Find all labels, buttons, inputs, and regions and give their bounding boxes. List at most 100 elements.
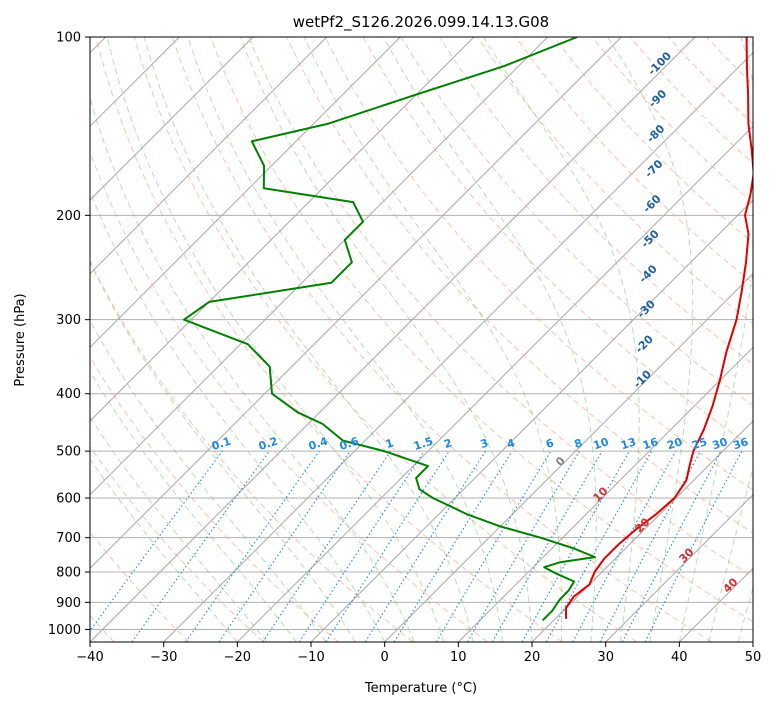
mixing-ratio-label: 20 xyxy=(665,435,684,452)
moist-adiabat-line xyxy=(90,416,268,642)
mixing-ratio-line xyxy=(393,450,513,642)
mixing-ratio-line xyxy=(262,450,392,642)
x-tick-label: −20 xyxy=(224,650,251,665)
chart-title: wetPf2_S126.2026.099.14.13.G08 xyxy=(293,13,549,32)
axis-ticks: −40 −30 −20 −10 0 10 20 30 40 5010020030040050060… xyxy=(48,31,761,666)
y-tick-label: 1000 xyxy=(48,623,81,638)
moist-adiabat-line xyxy=(737,585,753,642)
moist-adiabat-line xyxy=(708,466,753,642)
isotherm-line xyxy=(384,272,753,642)
moist-adiabat-line xyxy=(303,37,563,642)
x-tick-label: 40 xyxy=(671,650,688,665)
moist-adiabat-line xyxy=(90,319,327,642)
mixing-ratio-line xyxy=(298,450,425,642)
isotherm-line xyxy=(236,125,753,642)
mixing-ratio-line xyxy=(572,450,677,642)
moist-adiabat-line xyxy=(607,37,694,642)
isotherm-line xyxy=(90,37,696,642)
dry-adiabat-line xyxy=(90,445,264,642)
mixing-ratio-label: 0.2 xyxy=(257,435,280,453)
y-tick-label: 100 xyxy=(56,31,81,46)
isotherm-line xyxy=(605,493,753,642)
sounding-series-line xyxy=(183,37,596,622)
mixing-ratio-label: 13 xyxy=(619,435,638,452)
mixing-ratio-label: 1 xyxy=(384,436,395,451)
mixing-ratio-label: 25 xyxy=(690,435,709,452)
y-tick-label: 200 xyxy=(56,209,81,224)
isotherm-line xyxy=(90,37,254,201)
plot-frame xyxy=(89,36,754,643)
x-tick-label: −40 xyxy=(76,650,103,665)
mixing-ratio-line xyxy=(545,450,653,642)
mixing-ratio-label: 8 xyxy=(573,436,584,451)
mixing-ratio-label: 1.5 xyxy=(412,435,435,453)
moist-adiabat-line xyxy=(90,370,297,642)
mixing-ratio-line xyxy=(521,450,630,642)
moist-adiabat-line xyxy=(383,37,597,642)
moist-adiabat-line xyxy=(187,37,503,642)
mixing-ratio-label: 10 xyxy=(592,435,611,452)
moist-adiabat-line xyxy=(90,189,386,642)
mixing-ratio-label: 0.6 xyxy=(338,434,361,452)
mixing-ratio-line xyxy=(644,450,743,642)
mixing-ratio-label: 16 xyxy=(641,435,660,452)
y-tick-label: 500 xyxy=(56,445,81,460)
mixing-ratio-line xyxy=(131,450,270,642)
mixing-ratio-label: 0.4 xyxy=(307,434,330,452)
x-tick-label: −10 xyxy=(297,650,324,665)
y-tick-label: 300 xyxy=(56,313,81,328)
mixing-ratio-label: 4 xyxy=(505,436,517,451)
x-tick-label: 10 xyxy=(450,650,467,665)
y-tick-label: 900 xyxy=(56,596,81,611)
y-tick-label: 700 xyxy=(56,531,81,546)
moist-adiabat-line xyxy=(106,37,445,642)
mixing-ratio-label: 30 xyxy=(711,435,730,452)
dry-adiabat-line xyxy=(90,259,414,642)
mixing-ratio-label: 0.1 xyxy=(210,435,233,453)
dry-adiabat-line xyxy=(286,37,753,534)
x-axis-label: Temperature (°C) xyxy=(364,681,477,696)
mixing-ratio-label: 36 xyxy=(731,435,750,452)
dry-adiabat-line xyxy=(171,37,712,642)
mixing-ratio-line xyxy=(90,450,223,632)
mixing-ratio-label: 3 xyxy=(479,436,490,451)
sounding-profiles xyxy=(183,37,753,622)
x-tick-label: 0 xyxy=(381,650,389,665)
y-axis-label: Pressure (hPa) xyxy=(13,293,28,386)
dry-adiabat-line xyxy=(515,37,753,284)
x-tick-label: 30 xyxy=(597,650,614,665)
dry-adiabat-line xyxy=(95,37,563,642)
y-tick-label: 800 xyxy=(56,566,81,581)
isotherm-line xyxy=(90,37,475,422)
dry-adiabat-line xyxy=(90,356,339,642)
moist-adiabat-line xyxy=(239,37,533,642)
mixing-ratio-line xyxy=(218,450,351,642)
x-tick-label: −30 xyxy=(150,650,177,665)
dry-adiabat-line xyxy=(248,37,753,578)
mixing-ratio-line xyxy=(185,450,320,642)
mixing-ratio-label: 6 xyxy=(544,436,556,451)
moist-adiabat-line xyxy=(90,458,238,642)
moist-adiabat-line xyxy=(143,37,474,642)
moist-adiabat-line xyxy=(482,37,640,642)
moist-adiabat-line xyxy=(678,37,753,642)
mixing-ratio-line xyxy=(325,450,450,642)
sounding-series-line xyxy=(565,37,753,619)
isotherm-line xyxy=(90,37,328,275)
dry-adiabat-line xyxy=(133,37,638,642)
moist-adiabat-line xyxy=(90,260,356,642)
isotherm-line xyxy=(531,420,753,642)
isotherm-line xyxy=(163,51,753,642)
mixing-ratio-label: 2 xyxy=(442,436,453,451)
isotherm-line xyxy=(90,37,622,570)
isotherm-line xyxy=(90,37,549,496)
y-tick-label: 600 xyxy=(56,492,81,507)
isotherm-line xyxy=(90,37,401,349)
background-lines xyxy=(90,37,753,642)
y-tick-label: 400 xyxy=(56,387,81,402)
x-tick-label: 50 xyxy=(745,650,762,665)
x-tick-label: 20 xyxy=(524,650,541,665)
moist-adiabat-line xyxy=(90,96,415,642)
